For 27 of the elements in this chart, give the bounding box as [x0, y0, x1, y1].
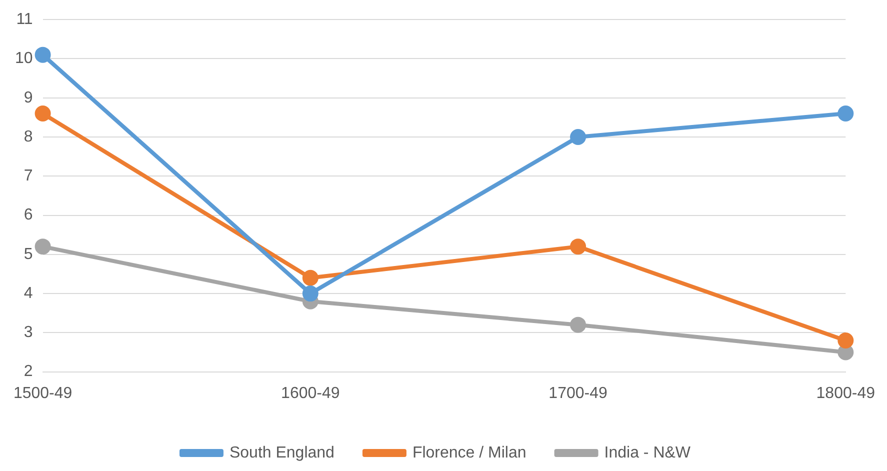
x-tick-label: 1600-49: [281, 384, 340, 402]
legend-label: South England: [229, 444, 334, 462]
point: [838, 332, 854, 348]
legend-label: Florence / Milan: [412, 444, 526, 462]
x-tick-label: 1700-49: [548, 384, 608, 402]
point: [302, 286, 318, 302]
y-tick-label: 7: [24, 168, 33, 185]
y-tick-label: 6: [24, 206, 33, 224]
point: [570, 316, 586, 333]
x-tick-label: 1800-49: [816, 384, 876, 402]
y-tick-label: 5: [24, 246, 33, 263]
y-tick-label: 10: [15, 50, 33, 68]
y-tick-label: 4: [24, 284, 33, 302]
x-tick-label: 1500-49: [13, 384, 72, 402]
point: [838, 106, 854, 122]
point: [34, 106, 51, 122]
legend-label: India - N&W: [604, 444, 692, 462]
y-tick-label: 2: [24, 363, 33, 380]
point: [570, 238, 586, 255]
point: [302, 270, 318, 286]
point: [34, 46, 51, 63]
y-tick-label: 8: [24, 128, 33, 146]
y-tick-label: 11: [16, 11, 33, 28]
y-tick-label: 9: [24, 89, 33, 106]
point: [570, 129, 586, 145]
y-tick-label: 3: [24, 324, 33, 342]
point: [34, 238, 51, 255]
